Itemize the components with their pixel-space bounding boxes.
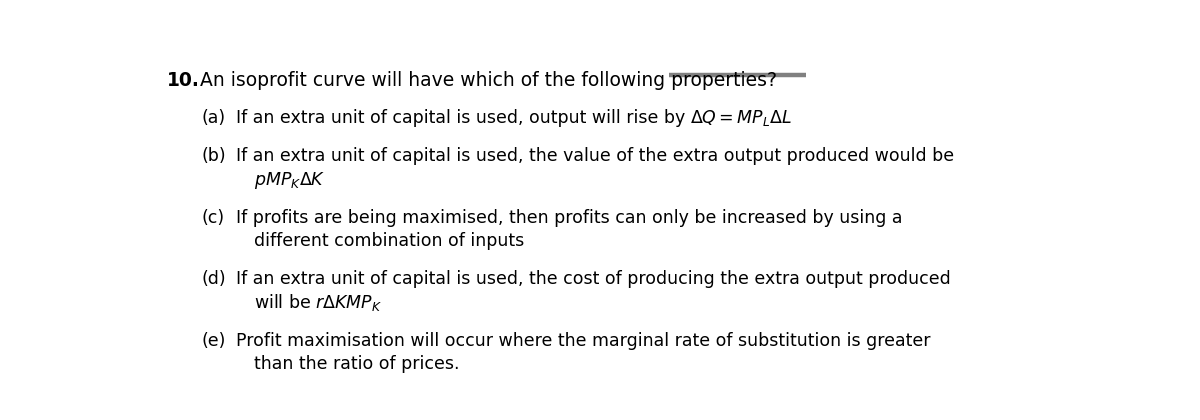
Text: $\Delta Q = MP_L\Delta L$: $\Delta Q = MP_L\Delta L$ <box>690 108 792 128</box>
Text: If an extra unit of capital is used, the value of the extra output produced woul: If an extra unit of capital is used, the… <box>235 147 954 165</box>
Text: (c): (c) <box>202 209 224 227</box>
Text: 10.: 10. <box>167 71 199 90</box>
Text: Profit maximisation will occur where the marginal rate of substitution is greate: Profit maximisation will occur where the… <box>235 332 930 350</box>
Text: $pMP_K\Delta K$: $pMP_K\Delta K$ <box>254 170 325 191</box>
Text: If an extra unit of capital is used, output will rise by: If an extra unit of capital is used, out… <box>235 109 690 127</box>
Text: will be $r\Delta KMP_K$: will be $r\Delta KMP_K$ <box>254 291 383 312</box>
Text: different combination of inputs: different combination of inputs <box>254 232 524 250</box>
Text: (a): (a) <box>202 109 226 127</box>
Text: (e): (e) <box>202 332 226 350</box>
Text: than the ratio of prices.: than the ratio of prices. <box>254 355 460 373</box>
Text: (b): (b) <box>202 147 226 165</box>
Text: If an extra unit of capital is used, the cost of producing the extra output prod: If an extra unit of capital is used, the… <box>235 270 950 288</box>
Text: (d): (d) <box>202 270 226 288</box>
Text: An isoprofit curve will have which of the following properties?: An isoprofit curve will have which of th… <box>200 71 778 90</box>
Text: If profits are being maximised, then profits can only be increased by using a: If profits are being maximised, then pro… <box>235 209 902 227</box>
